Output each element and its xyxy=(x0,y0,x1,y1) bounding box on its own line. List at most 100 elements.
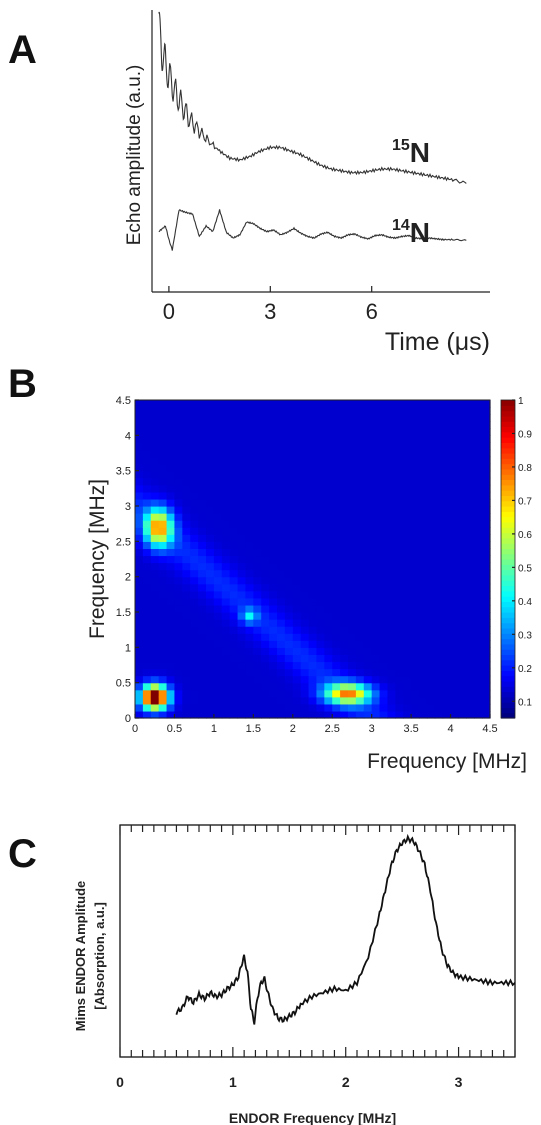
heatmap-cell xyxy=(198,513,207,521)
colorbar-tick-label-3: 0.4 xyxy=(518,597,532,608)
heatmap-cell xyxy=(371,506,381,514)
heatmap-cell xyxy=(411,682,420,691)
heatmap-cell xyxy=(229,555,239,564)
heatmap-cell xyxy=(324,647,333,655)
heatmap-cell xyxy=(355,654,365,663)
heatmap-cell xyxy=(213,484,223,493)
heatmap-cell xyxy=(277,682,286,691)
heatmap-cell xyxy=(142,590,152,599)
x-tick-label-4: 2 xyxy=(290,723,296,735)
heatmap-cell xyxy=(348,555,357,564)
heatmap-cell xyxy=(411,675,420,684)
heatmap-cell xyxy=(395,597,404,606)
heatmap-cell xyxy=(158,640,168,648)
heatmap-cell xyxy=(324,477,333,486)
y-tick-label-5: 2.5 xyxy=(116,536,131,548)
heatmap-cell xyxy=(324,682,333,691)
heatmap-cell xyxy=(442,442,452,451)
heatmap-cell xyxy=(340,477,349,486)
heatmap-cell xyxy=(348,456,357,465)
heatmap-cell xyxy=(426,682,436,691)
heatmap-cell xyxy=(442,491,452,500)
heatmap-cell xyxy=(253,527,262,535)
heatmap-cell xyxy=(221,583,231,592)
heatmap-cell xyxy=(379,647,389,655)
heatmap-cell xyxy=(158,583,168,592)
heatmap-cell xyxy=(135,520,144,528)
heatmap-cell xyxy=(316,555,325,564)
heatmap-cell xyxy=(434,414,444,422)
heatmap-cell xyxy=(221,442,231,451)
heatmap-cell xyxy=(466,442,475,451)
heatmap-cell xyxy=(142,576,152,585)
heatmap-cell xyxy=(245,400,254,408)
heatmap-cell xyxy=(135,414,144,422)
heatmap-cell xyxy=(395,484,404,493)
heatmap-cell xyxy=(403,456,412,465)
heatmap-cell xyxy=(434,626,444,634)
heatmap-cell xyxy=(316,520,325,528)
heatmap-cell xyxy=(284,661,294,670)
x-tick-label-2: 1 xyxy=(211,723,217,735)
heatmap-cell xyxy=(379,456,389,465)
heatmap-cell xyxy=(442,626,452,634)
heatmap-cell xyxy=(379,414,389,422)
heatmap-cell xyxy=(340,576,349,585)
heatmap-cell xyxy=(135,407,144,415)
heatmap-cell xyxy=(419,569,428,578)
heatmap-cell xyxy=(466,520,475,528)
heatmap-cell xyxy=(434,689,444,698)
heatmap-cell xyxy=(395,619,404,627)
heatmap-cell xyxy=(300,400,310,408)
heatmap-cell xyxy=(308,541,318,549)
heatmap-cell xyxy=(482,506,491,514)
heatmap-cell xyxy=(253,626,262,634)
heatmap-cell xyxy=(395,703,404,712)
heatmap-cell xyxy=(379,633,389,641)
colorbar-segment xyxy=(501,453,515,459)
heatmap-cell xyxy=(253,498,262,507)
heatmap-cell xyxy=(450,668,460,677)
heatmap-cell xyxy=(292,682,302,691)
heatmap-cell xyxy=(142,626,152,634)
heatmap-cell xyxy=(434,470,444,479)
heatmap-cell xyxy=(434,548,444,557)
heatmap-cell xyxy=(300,463,310,472)
heatmap-cell xyxy=(182,555,191,564)
heatmap-cell xyxy=(277,619,286,627)
heatmap-cell xyxy=(474,470,483,479)
heatmap-cell xyxy=(403,569,412,578)
heatmap-cell xyxy=(324,449,333,458)
heatmap-cell xyxy=(213,562,223,571)
heatmap-cell xyxy=(237,435,247,443)
heatmap-cell xyxy=(363,604,373,613)
heatmap-cell xyxy=(190,612,199,620)
y-axis-title: Echo amplitude (a.u.) xyxy=(124,65,145,246)
heatmap-cell xyxy=(229,696,239,705)
heatmap-cell xyxy=(158,456,168,465)
heatmap-cell xyxy=(253,442,262,451)
heatmap-cell xyxy=(206,675,215,684)
heatmap-cell xyxy=(419,548,428,557)
heatmap-cell xyxy=(198,696,207,705)
heatmap-cell xyxy=(355,484,365,493)
heatmap-cell xyxy=(292,442,302,451)
heatmap-cell xyxy=(466,421,475,429)
heatmap-cell xyxy=(411,668,420,677)
heatmap-cell xyxy=(324,548,333,557)
heatmap-cell xyxy=(198,597,207,606)
heatmap-cell xyxy=(308,626,318,634)
heatmap-cell xyxy=(221,520,231,528)
heatmap-cell xyxy=(150,435,160,443)
heatmap-cell xyxy=(182,696,191,705)
colorbar-segment xyxy=(501,649,515,655)
heatmap-cell xyxy=(324,668,333,677)
heatmap-cell xyxy=(466,534,475,542)
heatmap-cell xyxy=(237,703,247,712)
colorbar-segment xyxy=(501,447,515,454)
heatmap-cell xyxy=(442,597,452,606)
heatmap-cell xyxy=(245,428,254,436)
heatmap-cell xyxy=(324,597,333,606)
heatmap-cell xyxy=(150,520,160,528)
heatmap-cell xyxy=(308,506,318,514)
